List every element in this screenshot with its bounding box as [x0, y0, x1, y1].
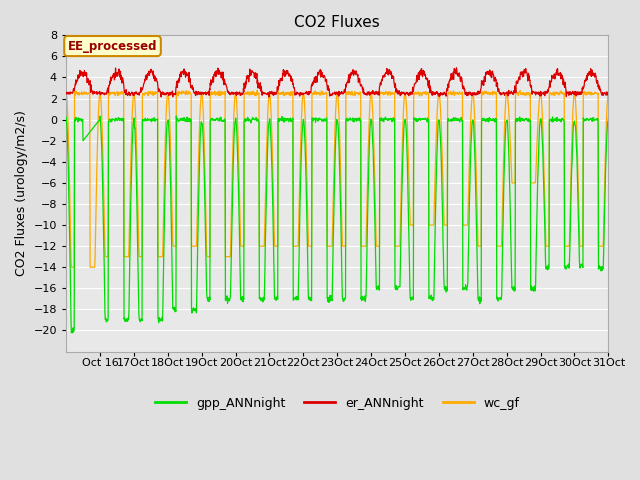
er_ANNnight: [265, 94, 273, 100]
gpp_ANNnight: [605, 115, 612, 121]
Line: wc_gf: wc_gf: [66, 90, 609, 267]
er_ANNnight: [452, 65, 460, 71]
Line: er_ANNnight: er_ANNnight: [66, 68, 609, 97]
wc_gf: [466, 152, 474, 158]
wc_gf: [324, 243, 332, 249]
gpp_ANNnight: [62, 114, 70, 120]
gpp_ANNnight: [598, 268, 606, 274]
wc_gf: [62, 90, 70, 96]
wc_gf: [68, 264, 76, 270]
gpp_ANNnight: [69, 330, 77, 336]
Line: gpp_ANNnight: gpp_ANNnight: [66, 116, 609, 333]
wc_gf: [253, 87, 261, 93]
wc_gf: [598, 243, 606, 249]
wc_gf: [147, 91, 155, 97]
er_ANNnight: [313, 79, 321, 85]
Text: EE_processed: EE_processed: [68, 39, 157, 52]
gpp_ANNnight: [466, 194, 474, 200]
er_ANNnight: [147, 68, 155, 73]
wc_gf: [314, 90, 321, 96]
er_ANNnight: [466, 91, 474, 96]
gpp_ANNnight: [324, 296, 332, 301]
gpp_ANNnight: [172, 113, 180, 119]
er_ANNnight: [605, 90, 612, 96]
er_ANNnight: [598, 93, 606, 98]
Title: CO2 Fluxes: CO2 Fluxes: [294, 15, 380, 30]
er_ANNnight: [323, 84, 331, 89]
wc_gf: [545, 243, 553, 249]
Y-axis label: CO2 Fluxes (urology/m2/s): CO2 Fluxes (urology/m2/s): [15, 110, 28, 276]
gpp_ANNnight: [147, 117, 155, 122]
er_ANNnight: [62, 91, 70, 97]
er_ANNnight: [545, 84, 553, 90]
gpp_ANNnight: [314, 117, 321, 122]
gpp_ANNnight: [545, 263, 553, 269]
Legend: gpp_ANNnight, er_ANNnight, wc_gf: gpp_ANNnight, er_ANNnight, wc_gf: [150, 392, 525, 415]
wc_gf: [605, 90, 612, 96]
